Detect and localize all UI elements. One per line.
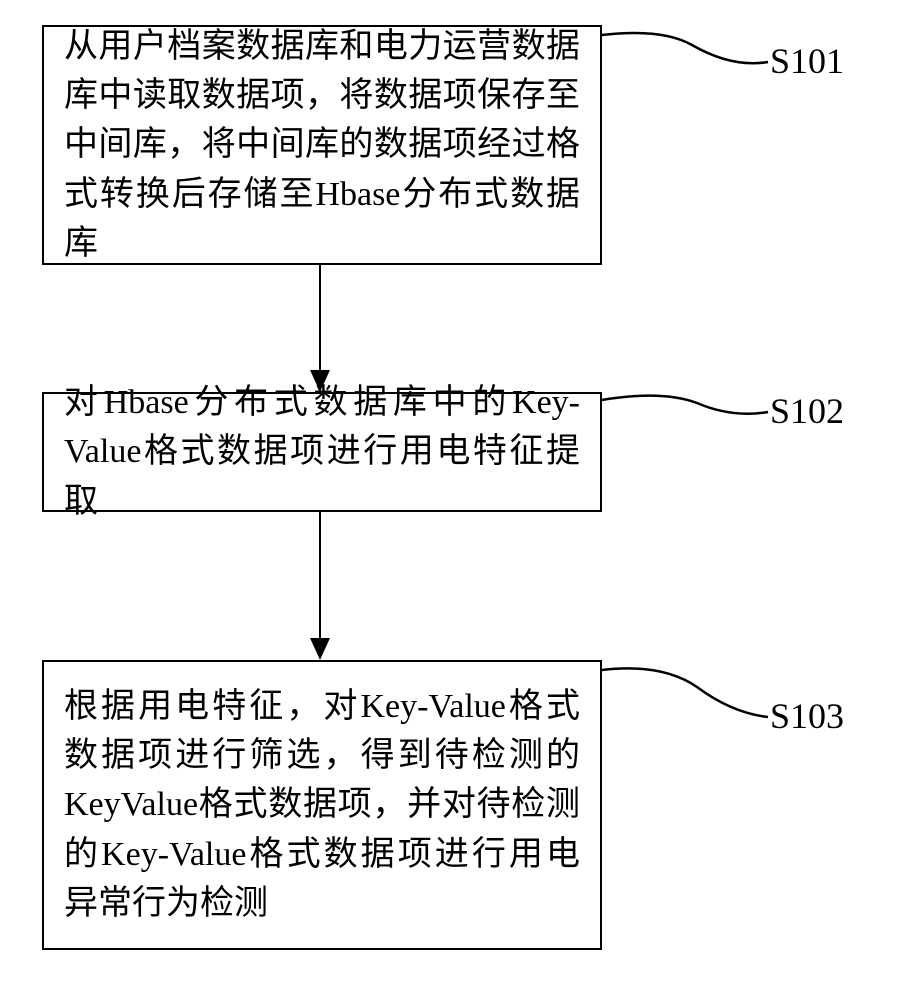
box-text-s101: 从用户档案数据库和电力运营数据库中读取数据项，将数据项保存至中间库，将中间库的数… bbox=[64, 22, 580, 268]
arrow-head bbox=[310, 638, 330, 660]
connector-curve-s101 bbox=[602, 30, 772, 90]
flowchart-box-s102: 对Hbase分布式数据库中的Key-Value格式数据项进行用电特征提取 bbox=[42, 392, 602, 512]
arrow-line bbox=[319, 512, 321, 638]
step-label-s102: S102 bbox=[770, 390, 844, 432]
connector-curve-s103 bbox=[602, 665, 772, 735]
flowchart-container: 从用户档案数据库和电力运营数据库中读取数据项，将数据项保存至中间库，将中间库的数… bbox=[0, 0, 918, 1000]
flowchart-box-s101: 从用户档案数据库和电力运营数据库中读取数据项，将数据项保存至中间库，将中间库的数… bbox=[42, 25, 602, 265]
step-label-s103: S103 bbox=[770, 695, 844, 737]
box-text-s102: 对Hbase分布式数据库中的Key-Value格式数据项进行用电特征提取 bbox=[64, 378, 580, 526]
flowchart-box-s103: 根据用电特征，对Key-Value格式数据项进行筛选，得到待检测的KeyValu… bbox=[42, 660, 602, 950]
connector-curve-s102 bbox=[602, 393, 772, 433]
box-text-s103: 根据用电特征，对Key-Value格式数据项进行筛选，得到待检测的KeyValu… bbox=[64, 682, 580, 928]
step-label-s101: S101 bbox=[770, 40, 844, 82]
arrow-line bbox=[319, 265, 321, 370]
